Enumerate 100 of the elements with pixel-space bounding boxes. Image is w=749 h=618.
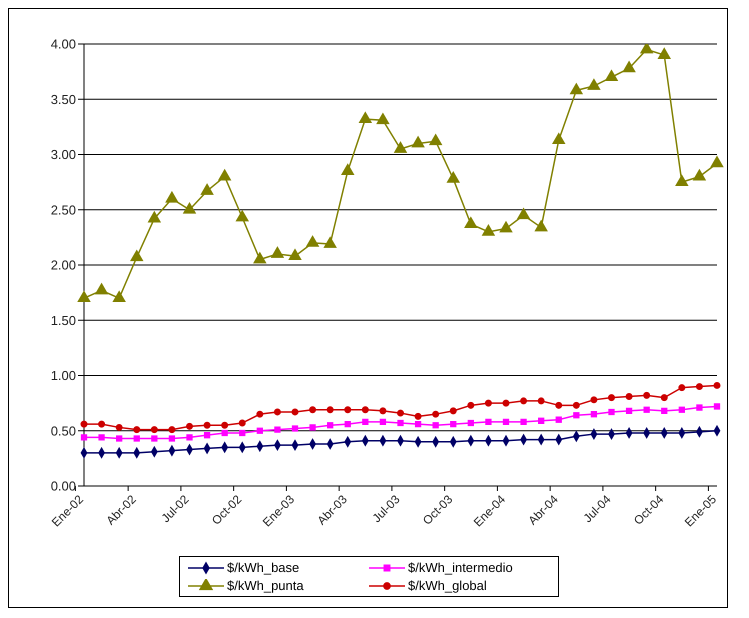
point (134, 435, 140, 442)
point (238, 420, 246, 426)
point (414, 412, 422, 420)
point (626, 393, 633, 400)
point (608, 394, 615, 402)
point (520, 418, 527, 426)
point (538, 397, 545, 404)
point (432, 410, 440, 418)
y-tick-label: 1.00 (50, 368, 76, 384)
point (256, 410, 264, 418)
point (95, 283, 108, 294)
point (344, 406, 352, 414)
point (622, 61, 636, 72)
point (484, 400, 492, 407)
y-tick-label: 2.00 (50, 258, 76, 273)
point (643, 392, 650, 399)
point (710, 156, 724, 168)
point (148, 211, 161, 222)
point (714, 382, 720, 389)
point (116, 435, 122, 442)
point (80, 434, 88, 441)
point (570, 83, 583, 94)
point (588, 78, 600, 90)
point (538, 418, 544, 424)
legend-label: $/kWh_global (408, 578, 487, 593)
point (678, 406, 685, 413)
y-tick-label: 1.50 (50, 312, 76, 328)
y-tick-label: 0.00 (50, 478, 76, 494)
point (204, 432, 210, 438)
point (534, 220, 548, 232)
point (200, 184, 214, 195)
point (168, 435, 176, 442)
point (502, 418, 510, 426)
point (183, 202, 196, 214)
point (520, 397, 528, 404)
point (661, 408, 668, 414)
point (464, 216, 478, 228)
point (572, 402, 580, 409)
point (327, 422, 334, 428)
point (626, 408, 632, 414)
point (450, 420, 456, 428)
point (450, 407, 457, 414)
point (502, 400, 510, 407)
point (660, 394, 668, 402)
point (467, 402, 474, 409)
point (376, 112, 390, 124)
point (344, 420, 351, 428)
point (397, 410, 404, 417)
point (412, 136, 424, 148)
point (696, 404, 703, 411)
point (130, 250, 144, 262)
point (222, 430, 228, 436)
point (150, 426, 158, 434)
y-tick-label: 2.50 (50, 202, 76, 218)
point (98, 420, 106, 428)
point (292, 408, 298, 416)
legend-label: $/kWh_punta (227, 578, 304, 593)
point (168, 426, 176, 434)
point (714, 403, 720, 410)
point (151, 435, 158, 442)
point (236, 210, 249, 222)
legend-label: $/kWh_base (227, 560, 300, 575)
point (394, 142, 407, 153)
y-tick-label: 4.00 (50, 36, 76, 52)
point (500, 221, 512, 232)
y-tick-label: 3.50 (50, 92, 76, 107)
point (341, 164, 354, 175)
point (675, 174, 688, 186)
point (590, 411, 598, 418)
point (116, 424, 123, 431)
point (485, 418, 492, 426)
point (98, 434, 105, 441)
point (414, 420, 422, 428)
point (306, 236, 319, 247)
point (324, 236, 337, 248)
point (186, 434, 193, 441)
y-tick-label: 3.00 (50, 147, 76, 162)
point (362, 418, 368, 426)
point (133, 426, 140, 434)
point (256, 428, 263, 434)
point (432, 422, 439, 428)
point (555, 402, 562, 409)
point (644, 406, 650, 413)
point (288, 248, 302, 260)
point (309, 406, 316, 414)
point (468, 420, 474, 426)
point (380, 418, 386, 426)
point (552, 132, 566, 144)
point (517, 208, 530, 220)
point (218, 169, 232, 180)
point (253, 252, 266, 264)
point (186, 422, 193, 430)
point (271, 246, 284, 258)
legend-label: $/kWh_intermedio (408, 560, 513, 575)
point (166, 191, 178, 203)
point (379, 407, 386, 414)
point (78, 290, 90, 302)
point (274, 426, 281, 433)
point (573, 412, 580, 418)
point (693, 169, 706, 180)
